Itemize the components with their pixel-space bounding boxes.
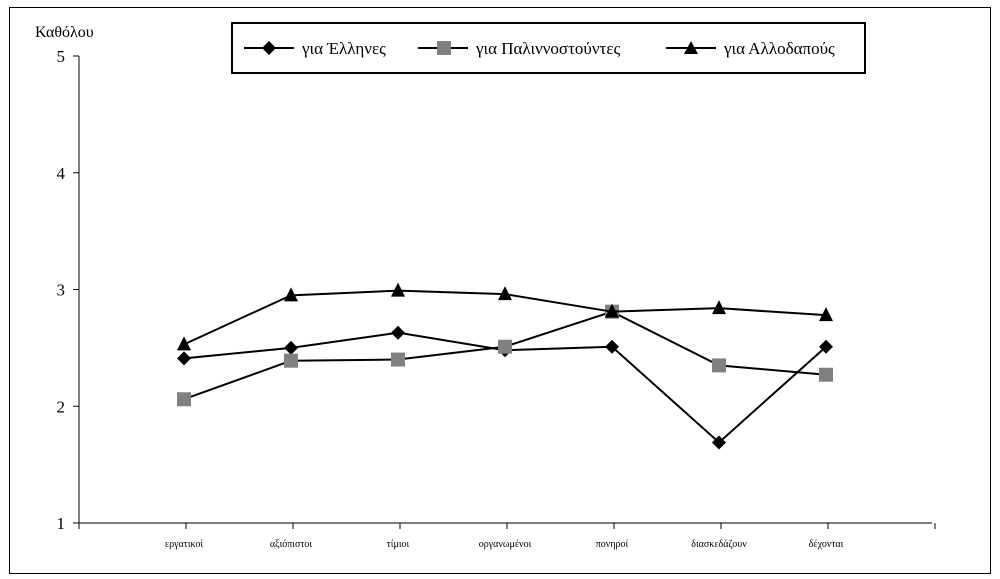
point-foreigners-1 — [177, 336, 191, 351]
point-greeks-3 — [391, 325, 405, 340]
legend-label-repatriates: για Παλιννοστούντες — [475, 39, 620, 58]
legend-item-greeks: για Έλληνες — [244, 39, 386, 58]
legend-item-repatriates: για Παλιννοστούντες — [418, 39, 620, 58]
point-foreigners-4 — [498, 286, 512, 301]
point-greeks-2 — [284, 340, 298, 355]
x-tick-label-5: πονηροί — [596, 539, 629, 550]
chart-frame — [9, 7, 991, 574]
x-tick-label-7: δέχονται — [809, 539, 844, 550]
y-tick-label-4: 4 — [57, 164, 66, 183]
x-tick-label-1: εργατικοί — [165, 539, 203, 550]
point-repatriates-4 — [498, 339, 512, 354]
point-repatriates-1 — [177, 392, 191, 407]
legend-marker-greeks — [262, 41, 276, 55]
point-greeks-7 — [819, 339, 833, 354]
series-layer — [177, 282, 833, 450]
series-foreigners — [177, 282, 833, 351]
point-foreigners-5 — [605, 303, 619, 318]
point-greeks-5 — [605, 339, 619, 354]
legend-marker-foreigners — [684, 41, 698, 54]
x-tick-label-3: τίμιοι — [387, 539, 410, 550]
legend-label-greeks: για Έλληνες — [301, 39, 386, 58]
point-repatriates-7 — [819, 367, 833, 382]
point-greeks-1 — [177, 351, 191, 366]
y-tick-label-2: 2 — [57, 397, 66, 416]
y-axis-label: Καθόλου — [35, 24, 94, 41]
x-ticks: εργατικοί αξιόπιστοι τίμιοι οργανωμένοι πονη… — [78, 523, 936, 550]
legend: για Έλληνες για Παλιννοστούντες για Αλλο… — [231, 22, 866, 74]
x-tick-label-6: διασκεδάζουν — [691, 539, 747, 550]
x-tick-label-4: οργανωμένοι — [479, 539, 532, 550]
point-foreigners-3 — [391, 282, 405, 297]
series-repatriates — [177, 304, 833, 407]
point-repatriates-2 — [284, 353, 298, 368]
legend-label-foreigners: για Αλλοδαπούς — [723, 39, 835, 58]
x-tick-label-2: αξιόπιστοι — [270, 539, 313, 550]
legend-item-foreigners: για Αλλοδαπούς — [666, 39, 835, 58]
legend-marker-repatriates — [437, 41, 451, 55]
point-foreigners-2 — [284, 287, 298, 302]
point-greeks-6 — [712, 435, 726, 450]
point-foreigners-6 — [712, 300, 726, 315]
y-tick-label-1: 1 — [57, 514, 66, 533]
y-tick-label-5: 5 — [57, 47, 66, 66]
y-ticks: 1 2 3 4 5 — [57, 47, 79, 533]
legend-box — [231, 22, 866, 74]
y-tick-label-3: 3 — [57, 281, 66, 300]
point-repatriates-3 — [391, 352, 405, 367]
point-repatriates-6 — [712, 358, 726, 373]
point-foreigners-7 — [819, 307, 833, 322]
